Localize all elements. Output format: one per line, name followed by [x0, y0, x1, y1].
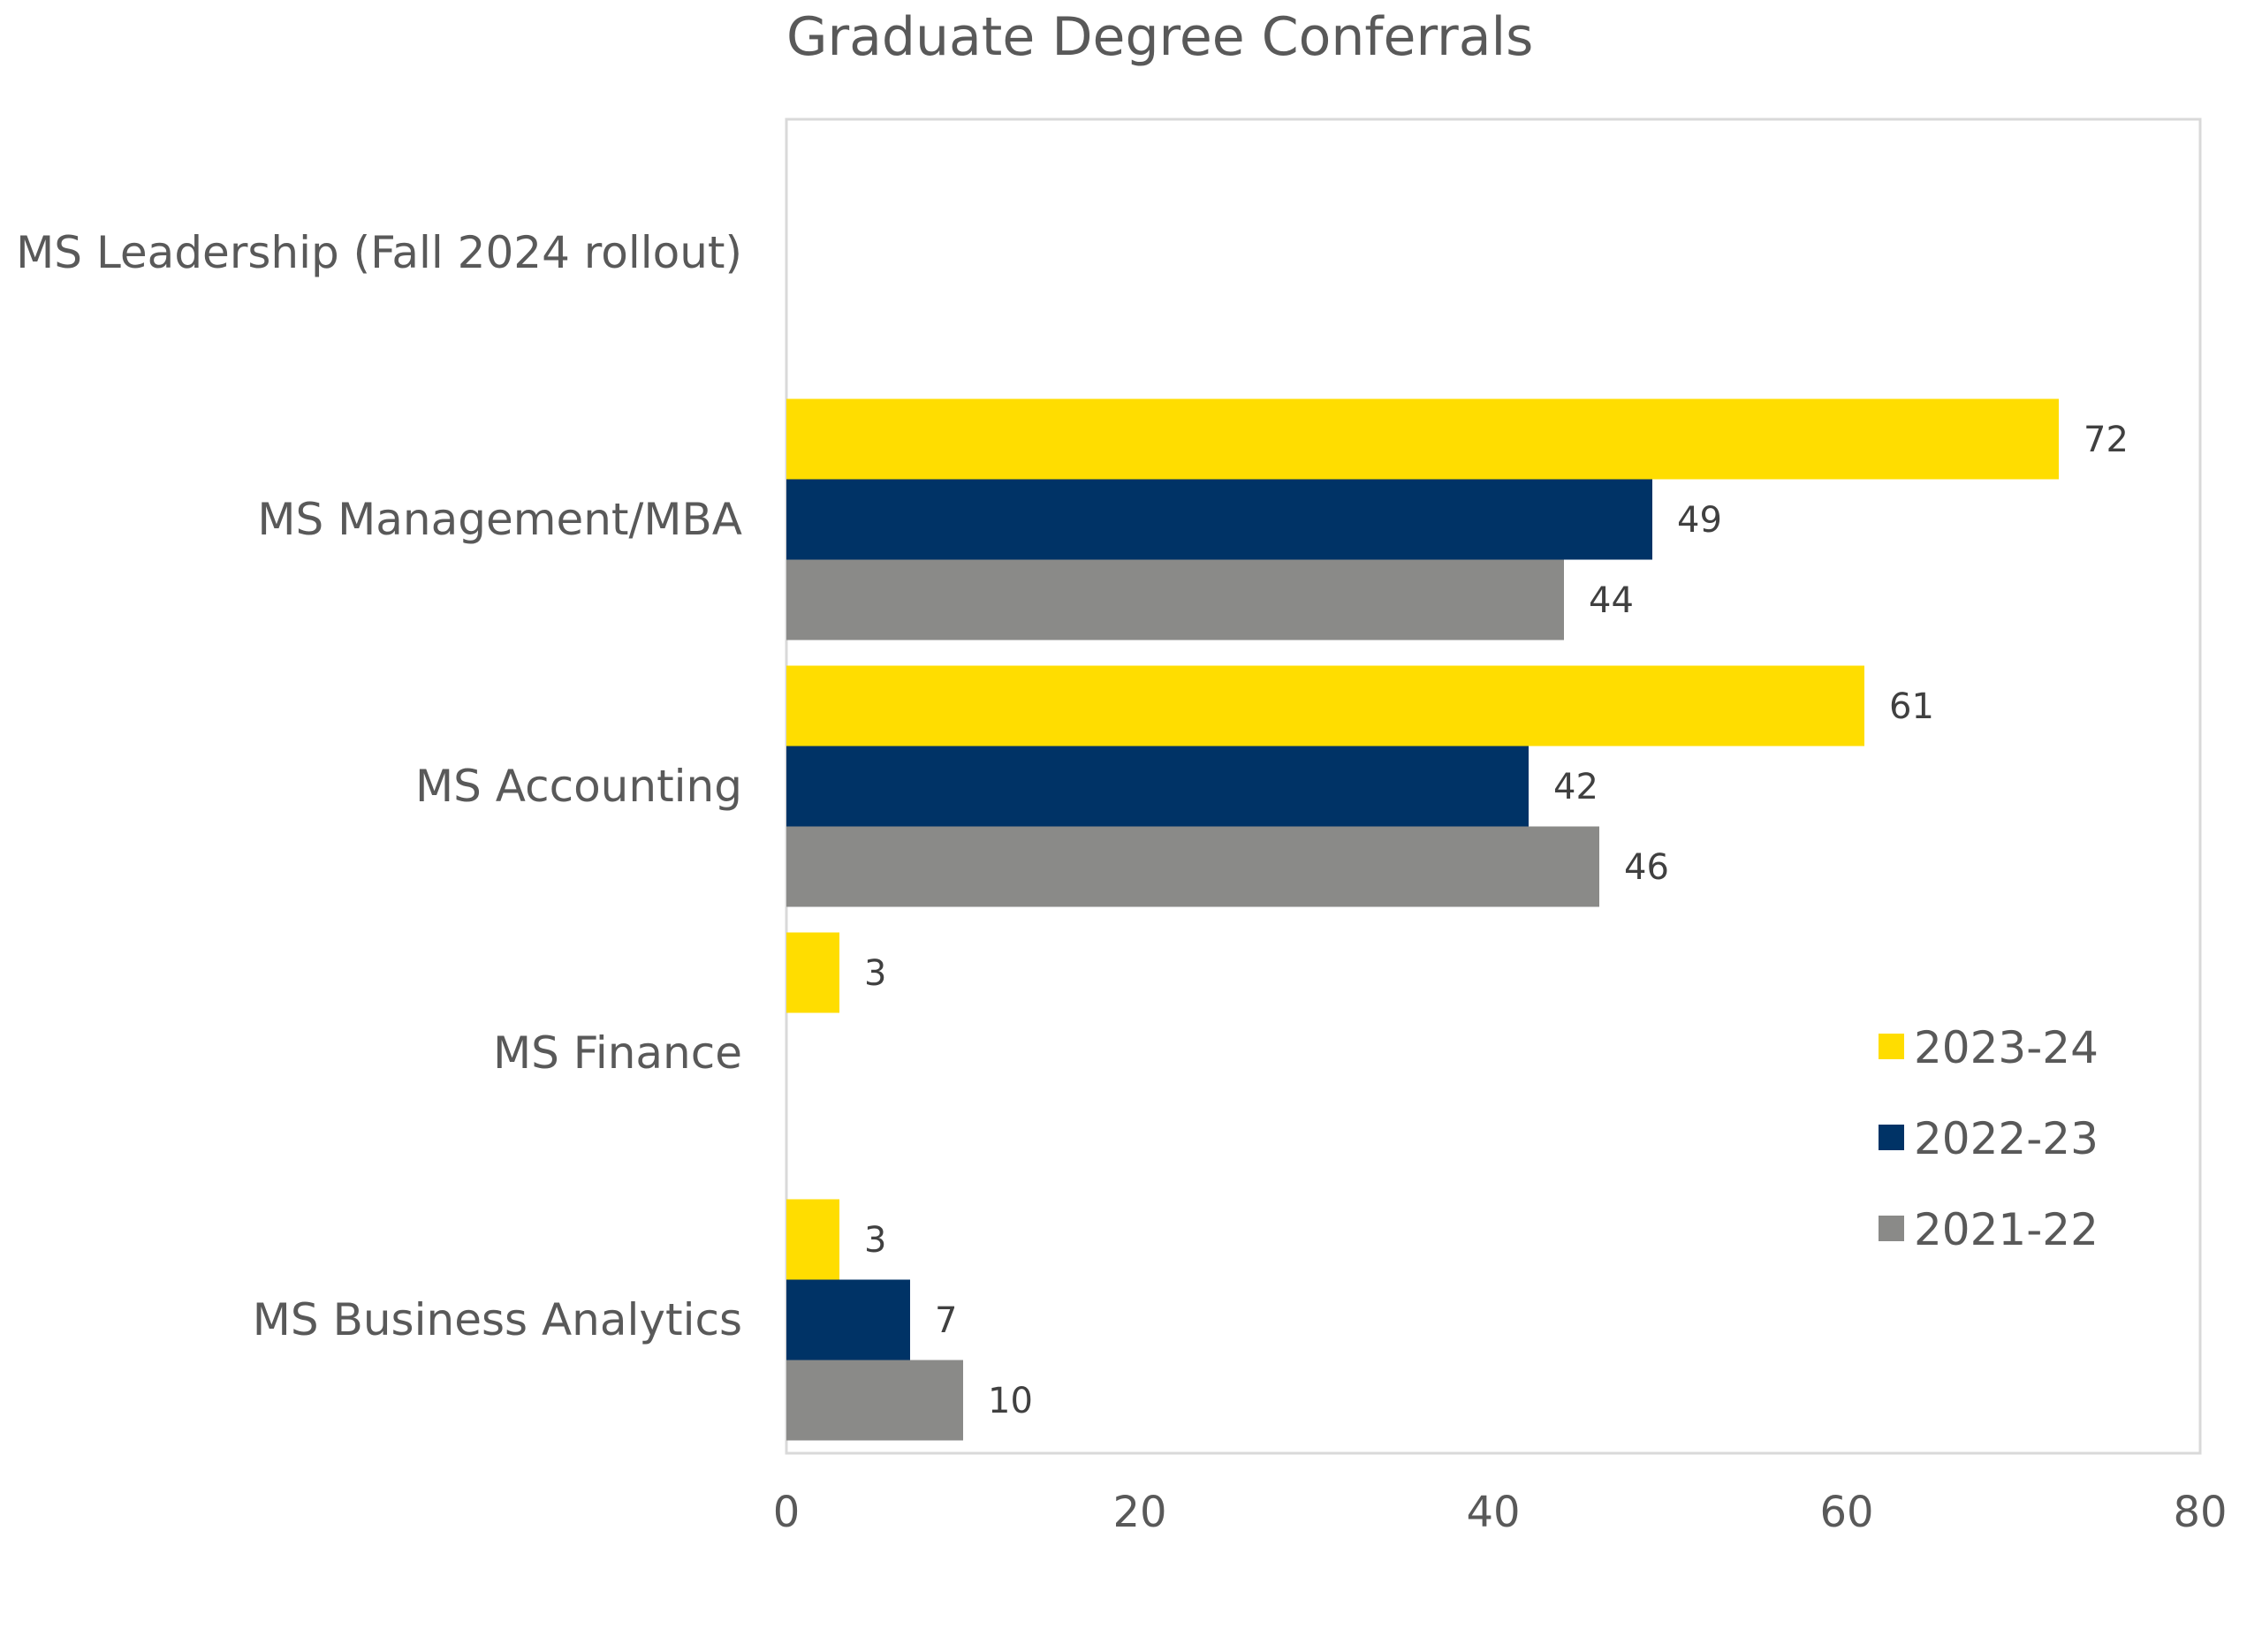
category-labels: MS Leadership (Fall 2024 rollout) MS Mana… — [16, 227, 742, 1345]
legend-swatch-2021-22 — [1879, 1216, 1904, 1241]
bars-layer — [786, 398, 2059, 1441]
x-tick-label-80: 80 — [2173, 1488, 2227, 1537]
data-label-ms-accounting-2022-23: 42 — [1553, 767, 1598, 807]
data-label-ms-finance-2023-24: 3 — [864, 953, 886, 994]
bar-ms-management-mba-2021-22 — [786, 559, 1564, 640]
category-label-ms-leadership-fall-2024-rollout: MS Leadership (Fall 2024 rollout) — [16, 227, 742, 278]
chart-title: Graduate Degree Conferrals — [786, 6, 1533, 68]
x-tick-label-20: 20 — [1112, 1488, 1166, 1537]
x-tick-label-60: 60 — [1819, 1488, 1873, 1537]
legend-label-2022-23: 2022-23 — [1914, 1113, 2099, 1164]
data-labels: 72 49 44 61 42 46 3 3 7 10 — [864, 420, 2129, 1421]
data-label-ms-management-mba-2021-22: 44 — [1589, 580, 1634, 621]
data-label-ms-business-analytics-2022-23: 7 — [935, 1300, 957, 1341]
data-label-ms-accounting-2021-22: 46 — [1624, 847, 1669, 888]
bar-ms-finance-2023-24 — [786, 932, 839, 1013]
category-label-ms-business-analytics: MS Business Analytics — [253, 1294, 742, 1345]
category-label-ms-finance: MS Finance — [493, 1027, 742, 1079]
bar-ms-business-analytics-2023-24 — [786, 1199, 839, 1280]
data-label-ms-management-mba-2022-23: 49 — [1677, 500, 1722, 541]
bar-ms-management-mba-2023-24 — [786, 398, 2059, 480]
legend-swatch-2023-24 — [1879, 1034, 1904, 1059]
bar-ms-accounting-2022-23 — [786, 746, 1529, 827]
bar-ms-management-mba-2022-23 — [786, 479, 1652, 560]
bar-ms-business-analytics-2021-22 — [786, 1360, 963, 1441]
x-axis-ticks: 0 20 40 60 80 — [773, 1488, 2228, 1537]
bar-ms-business-analytics-2022-23 — [786, 1279, 910, 1360]
legend-label-2021-22: 2021-22 — [1914, 1204, 2099, 1255]
data-label-ms-accounting-2023-24: 61 — [1889, 686, 1934, 727]
legend: 2023-24 2022-23 2021-22 — [1879, 1022, 2099, 1255]
x-tick-label-0: 0 — [773, 1488, 801, 1537]
data-label-ms-management-mba-2023-24: 72 — [2084, 420, 2129, 460]
x-tick-label-40: 40 — [1466, 1488, 1520, 1537]
data-label-ms-business-analytics-2021-22: 10 — [988, 1381, 1033, 1421]
data-label-ms-business-analytics-2023-24: 3 — [864, 1220, 886, 1261]
bar-ms-accounting-2023-24 — [786, 665, 1864, 746]
category-label-ms-accounting: MS Accounting — [415, 761, 742, 812]
bar-ms-accounting-2021-22 — [786, 826, 1599, 907]
category-label-ms-management-mba: MS Management/MBA — [257, 494, 742, 545]
legend-swatch-2022-23 — [1879, 1125, 1904, 1150]
legend-label-2023-24: 2023-24 — [1914, 1022, 2099, 1073]
